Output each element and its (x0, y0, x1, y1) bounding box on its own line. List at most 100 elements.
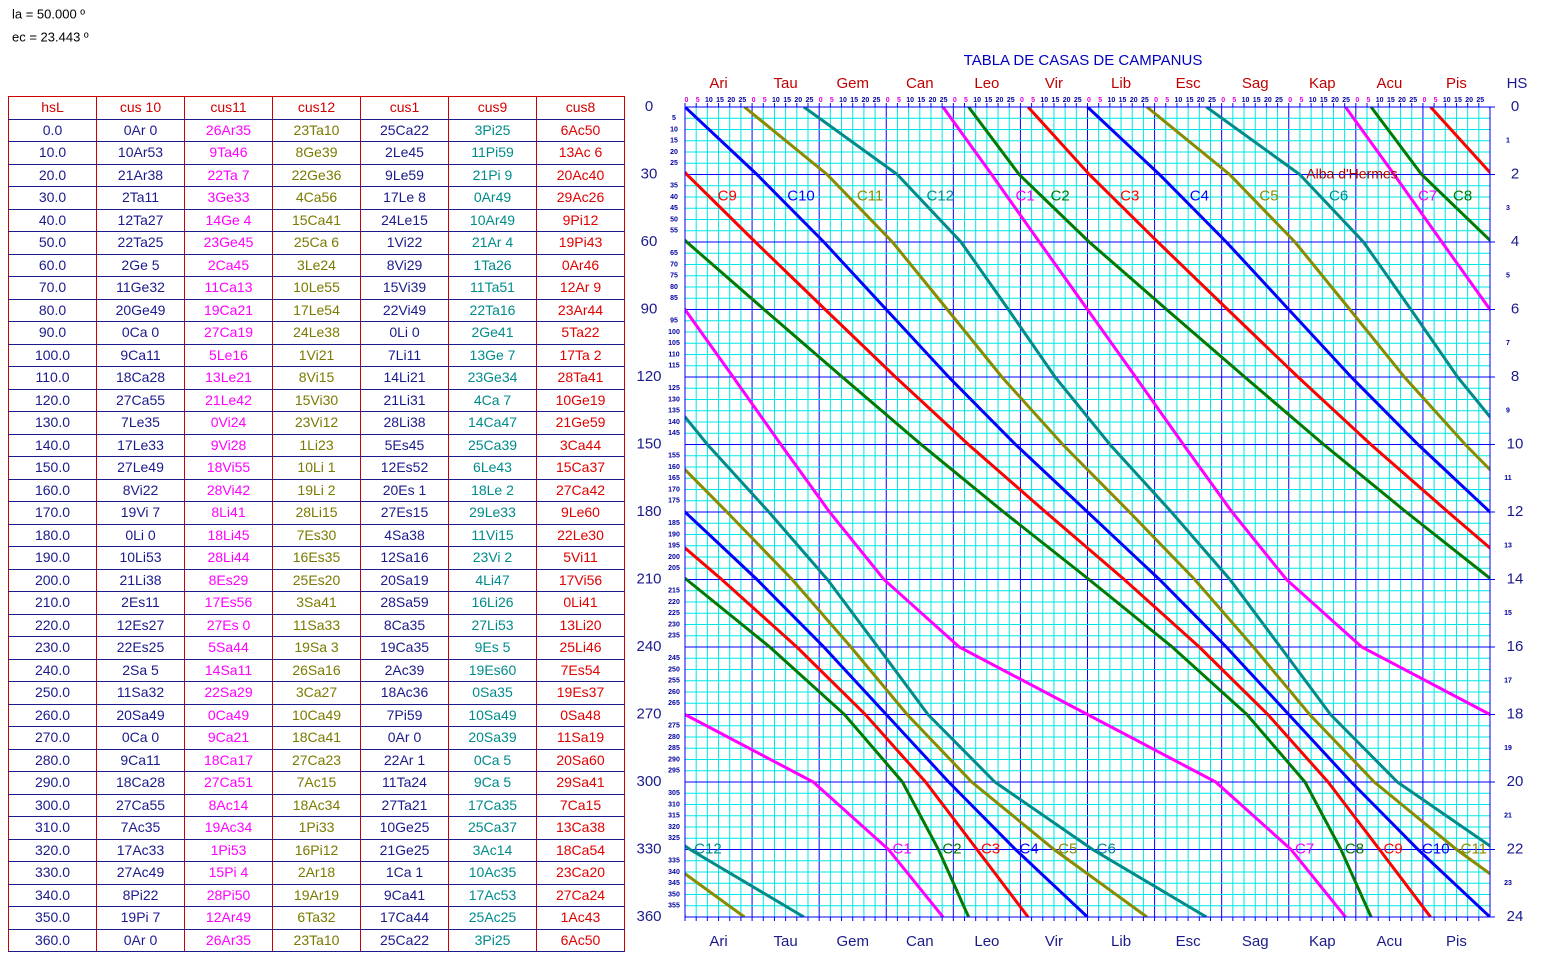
chart-title: TABLA DE CASAS DE CAMPANUS (964, 52, 1203, 69)
cell: 9Es 5 (448, 636, 537, 660)
degree-label: 15 (917, 97, 925, 104)
cell: 14Li21 (360, 366, 449, 390)
cell: 170.0 (8, 501, 97, 525)
cell: 18Ac34 (272, 794, 361, 817)
table-row: 40.0 12Ta27 14Ge 4 15Ca41 24Le15 10Ar49 9Pi12 (8, 209, 625, 232)
cell: 3Ac14 (448, 839, 537, 862)
cell: 9Le59 (360, 164, 449, 187)
cell: 2Ac39 (360, 659, 449, 682)
minor-y-label: 35 (670, 183, 678, 190)
minor-y-label: 265 (668, 700, 680, 707)
minor-y-label: 260 (668, 689, 680, 696)
degree-label: 15 (1253, 97, 1261, 104)
cell: 9Ca41 (360, 884, 449, 907)
cell: 2Ca45 (184, 254, 273, 277)
table-row: 100.0 9Ca11 5Le16 1Vi21 7Li11 13Ge 7 17Ta 2 (8, 344, 625, 367)
cell: 25Ca22 (360, 119, 449, 142)
minor-y-label: 130 (668, 396, 680, 403)
degree-label: 5 (1098, 97, 1102, 104)
column-header: cus12 (272, 96, 361, 120)
cell: 9Ca21 (184, 726, 273, 750)
minor-y-label: 85 (670, 295, 678, 302)
cusp-curve-wrap (685, 509, 1089, 917)
minor-y-label: 250 (668, 666, 680, 673)
cell: 17Ca35 (448, 794, 537, 817)
cell: 19Es60 (448, 659, 537, 682)
minor-y-label: 5 (672, 115, 676, 122)
sign-label-bottom: Can (906, 933, 934, 950)
minor-y-label: 135 (668, 408, 680, 415)
table-row: 160.0 8Vi22 28Vi42 19Li 2 20Es 1 18Le 2 27Ca42 (8, 479, 625, 502)
table-row: 290.0 18Ca28 27Ca51 7Ac15 11Ta24 9Ca 5 29Sa41 (8, 771, 625, 795)
cell: 10Ca49 (272, 704, 361, 727)
cell: 6Le43 (448, 456, 537, 480)
table-row: 150.0 27Le49 18Vi55 10Li 1 12Es52 6Le43 15Ca37 (8, 456, 625, 480)
cusp-curve (967, 107, 1490, 581)
cell: 250.0 (8, 681, 97, 705)
table-row: 270.0 0Ca 0 9Ca21 18Ca41 0Ar 0 20Sa39 11Sa19 (8, 726, 625, 750)
y2-tick-label: 8 (1511, 368, 1519, 385)
degree-label: 0 (1221, 97, 1225, 104)
minor-y-label: 325 (668, 835, 680, 842)
table-row: 310.0 7Ac35 19Ac34 1Pi33 10Ge25 25Ca37 13Ca38 (8, 816, 625, 840)
y2-minor-label: 17 (1504, 678, 1512, 685)
cell: 23Ge45 (184, 231, 273, 255)
minor-y-label: 145 (668, 430, 680, 437)
y-tick-label: 240 (636, 638, 661, 655)
cell: 20Ge49 (96, 299, 185, 322)
cell: 0.0 (8, 119, 97, 142)
table-row: 140.0 17Le33 9Vi28 1Li23 5Es45 25Ca39 3Ca44 (8, 434, 625, 457)
cell: 80.0 (8, 299, 97, 322)
cell: 150.0 (8, 456, 97, 480)
cell: 9Pi12 (536, 209, 625, 232)
minor-y-label: 215 (668, 588, 680, 595)
sign-label-bottom: Vir (1045, 933, 1063, 950)
cell: 5Es45 (360, 434, 449, 457)
degree-label: 20 (1331, 97, 1339, 104)
cell: 27Ca23 (272, 749, 361, 772)
minor-y-label: 170 (668, 486, 680, 493)
degree-label: 25 (940, 97, 948, 104)
degree-label: 25 (1074, 97, 1082, 104)
cell: 0Vi24 (184, 411, 273, 435)
cell: 23Ta10 (272, 119, 361, 142)
cell: 15Vi39 (360, 276, 449, 300)
sign-label-bottom: Acu (1376, 933, 1402, 950)
minor-y-label: 70 (670, 261, 678, 268)
cell: 0Ar 0 (96, 119, 185, 142)
degree-label: 25 (873, 97, 881, 104)
degree-label: 15 (1052, 97, 1060, 104)
cell: 3Ca44 (536, 434, 625, 457)
cusp-curve (1205, 107, 1490, 420)
cell: 14Ge 4 (184, 209, 273, 232)
cell: 7Ac35 (96, 816, 185, 840)
curve-label: C10 (1422, 840, 1450, 857)
table-row: 230.0 22Es25 5Sa44 19Sa 3 19Ca35 9Es 5 25Li46 (8, 636, 625, 660)
cell: 22Es25 (96, 636, 185, 660)
cusp-curve-wrap (685, 238, 1373, 917)
cell: 24Le15 (360, 209, 449, 232)
degree-label: 0 (819, 97, 823, 104)
degree-label: 5 (830, 97, 834, 104)
degree-label: 20 (727, 97, 735, 104)
annotation: Alba d'Hermes (1306, 166, 1397, 182)
degree-label: 15 (1186, 97, 1194, 104)
table-row: 250.0 11Sa32 22Sa29 3Ca27 18Ac36 0Sa35 19Es37 (8, 681, 625, 705)
curve-label: C10 (787, 187, 815, 204)
cell: 27Li53 (448, 614, 537, 637)
cell: 27Le49 (96, 456, 185, 480)
cell: 19Pi43 (536, 231, 625, 255)
cell: 18Ca41 (272, 726, 361, 750)
degree-label: 25 (1007, 97, 1015, 104)
grid (684, 103, 1491, 921)
cell: 12Es27 (96, 614, 185, 637)
cell: 270.0 (8, 726, 97, 750)
minor-y-label: 230 (668, 621, 680, 628)
degree-label: 10 (1107, 97, 1115, 104)
table-row: 110.0 18Ca28 13Le21 8Vi15 14Li21 23Ge34 28Ta41 (8, 366, 625, 390)
cell: 25Ca 6 (272, 231, 361, 255)
cell: 1Ac43 (536, 906, 625, 930)
degree-label: 20 (794, 97, 802, 104)
cusp-curve (1086, 107, 1490, 515)
cell: 27Ca51 (184, 771, 273, 795)
